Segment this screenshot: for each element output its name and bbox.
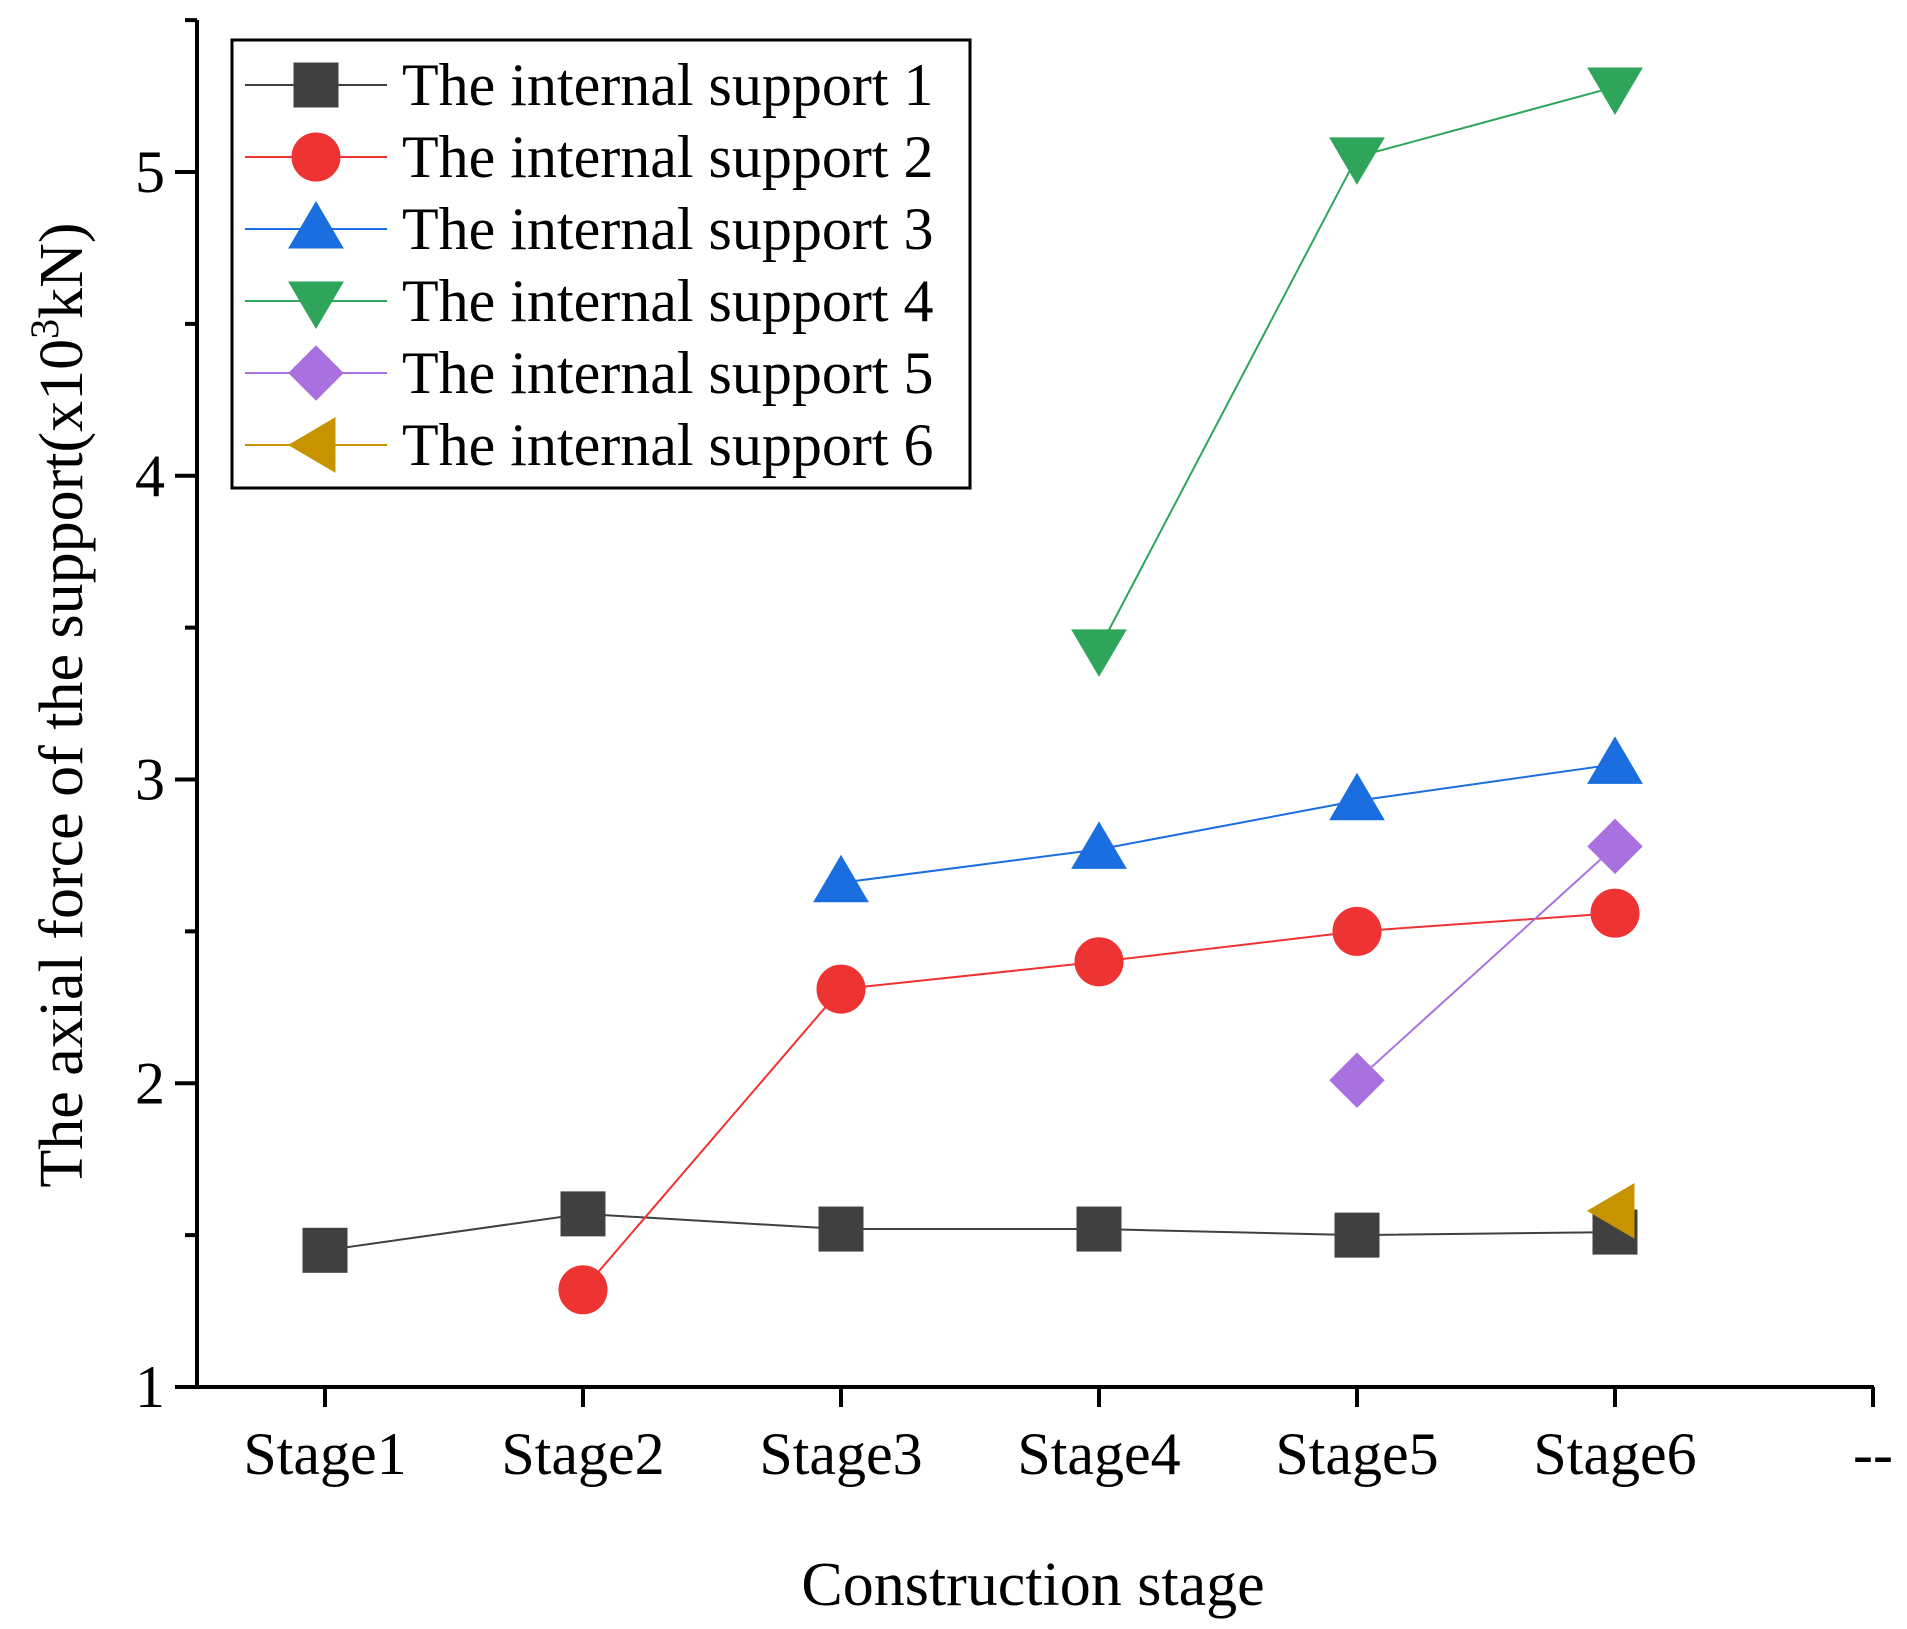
series-3-point xyxy=(1329,772,1385,821)
legend-marker xyxy=(288,201,344,249)
series-1-point xyxy=(1076,1206,1122,1252)
y-axis-title-main: The axial force of the support(x10 xyxy=(28,339,96,1188)
axes: 1 2 3 4 5 Stage1 Stage2 Stage3 Stage4 Stage5 Stage… xyxy=(135,18,1893,1487)
series-3-point xyxy=(1587,736,1643,784)
series-2-point xyxy=(816,964,866,1014)
legend-marker xyxy=(288,417,336,473)
series-2-point xyxy=(1590,888,1640,938)
series-4-point xyxy=(1071,629,1127,677)
series-5-line xyxy=(1356,845,1616,1081)
series-1-point xyxy=(818,1206,864,1252)
legend-marker xyxy=(291,132,341,182)
series-6 xyxy=(1587,1182,1635,1239)
legend-label: The internal support 5 xyxy=(402,340,934,406)
series-4 xyxy=(1071,67,1643,677)
legend-label: The internal support 2 xyxy=(402,124,934,190)
series-1 xyxy=(302,1191,1638,1273)
x-tick-label: -- xyxy=(1853,1421,1893,1487)
x-tick-label: Stage4 xyxy=(1017,1421,1180,1487)
series-1-point xyxy=(302,1227,348,1273)
y-tick-label: 4 xyxy=(135,443,165,509)
series-5-point xyxy=(1329,1052,1385,1108)
series-3 xyxy=(813,736,1643,903)
series-4-point xyxy=(1587,67,1643,115)
x-tick-label: Stage2 xyxy=(501,1421,664,1487)
y-tick-label: 1 xyxy=(135,1354,165,1420)
x-axis-title: Construction stage xyxy=(801,1551,1264,1619)
y-tick-label: 3 xyxy=(135,747,165,813)
series-5-point xyxy=(1587,818,1643,875)
legend-marker xyxy=(288,345,344,401)
legend-label: The internal support 4 xyxy=(402,268,934,334)
legend-box xyxy=(230,38,972,490)
y-axis-title: The axial force of the support(x103kN) xyxy=(22,222,96,1187)
legend-item: The internal support 4 xyxy=(245,268,934,334)
series-2-point xyxy=(558,1265,608,1315)
legend-item: The internal support 6 xyxy=(245,412,934,478)
y-tick-label: 5 xyxy=(135,139,165,205)
legend-label: The internal support 3 xyxy=(402,196,934,262)
y-tick-label: 2 xyxy=(135,1050,165,1116)
x-tick-label: Stage6 xyxy=(1533,1421,1696,1487)
series-6-point xyxy=(1587,1182,1635,1239)
series-2-point xyxy=(1074,937,1124,987)
legend-label: The internal support 1 xyxy=(402,52,934,118)
legend-marker xyxy=(293,62,339,108)
x-tick-label: Stage5 xyxy=(1275,1421,1438,1487)
series-2 xyxy=(558,888,1640,1315)
x-tick-label: Stage1 xyxy=(243,1421,406,1487)
series-3-line xyxy=(840,763,1616,884)
series-3-point xyxy=(1071,821,1127,869)
series-2-point xyxy=(1332,906,1382,956)
y-axis-title-superscript: 3 xyxy=(22,319,67,339)
series-4-point xyxy=(1329,137,1385,185)
x-tick-label: Stage3 xyxy=(759,1421,922,1487)
y-axis-title-unit: kN) xyxy=(28,222,96,318)
legend-item: The internal support 3 xyxy=(245,196,934,262)
series-1-point xyxy=(1334,1212,1380,1258)
legend-item: The internal support 2 xyxy=(245,124,934,190)
legend-item: The internal support 1 xyxy=(245,52,934,118)
legend-label: The internal support 6 xyxy=(402,412,934,478)
legend-item: The internal support 5 xyxy=(245,340,934,406)
series-3-point xyxy=(813,854,869,903)
series-layer xyxy=(302,67,1643,1315)
legend-marker xyxy=(288,281,344,329)
series-5 xyxy=(1329,818,1643,1108)
series-1-line xyxy=(324,1212,1616,1252)
series-1-point xyxy=(560,1191,606,1237)
